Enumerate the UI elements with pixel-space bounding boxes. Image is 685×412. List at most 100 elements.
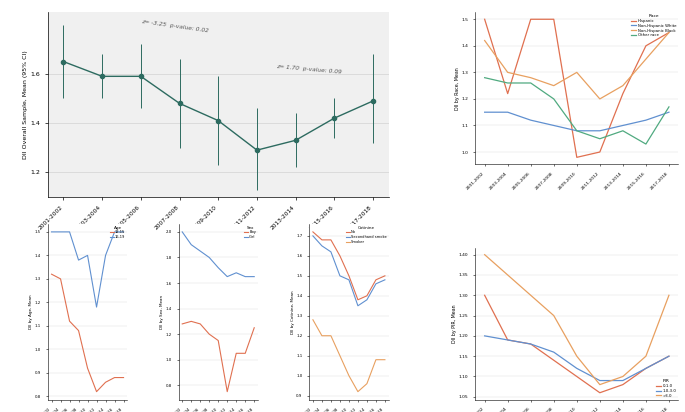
Hispanic bbox=[503, 91, 512, 96]
Non-Hispanic Black bbox=[573, 70, 581, 75]
12-15 bbox=[84, 366, 92, 371]
Line: Non-Hispanic Black: Non-Hispanic Black bbox=[485, 33, 669, 99]
Legend: 0-1.0, 1.0-3.0, >3.0: 0-1.0, 1.0-3.0, >3.0 bbox=[656, 379, 676, 398]
No bbox=[381, 273, 389, 278]
No bbox=[309, 229, 317, 234]
Hispanic bbox=[642, 43, 650, 48]
Non-Hispanic White bbox=[481, 110, 489, 115]
Smoker bbox=[372, 357, 380, 362]
Boy bbox=[214, 338, 223, 343]
Hispanic bbox=[527, 17, 535, 22]
Smoker bbox=[309, 317, 317, 322]
Line: Hispanic: Hispanic bbox=[485, 19, 669, 157]
>3.0 bbox=[503, 272, 512, 277]
Text: z= 1.70  p-value: 0.09: z= 1.70 p-value: 0.09 bbox=[276, 64, 342, 75]
Smoker bbox=[363, 381, 371, 386]
Line: No: No bbox=[313, 232, 385, 300]
Boy bbox=[250, 325, 258, 330]
12-15 bbox=[110, 375, 119, 380]
0-1.0 bbox=[573, 374, 581, 379]
Line: Smoker: Smoker bbox=[313, 320, 385, 392]
Girl bbox=[205, 255, 213, 260]
Secondhand smoke bbox=[363, 297, 371, 302]
No bbox=[318, 237, 326, 242]
Girl bbox=[241, 274, 249, 279]
12-15 bbox=[66, 319, 74, 324]
>3.0 bbox=[665, 293, 673, 298]
0-1.0 bbox=[503, 337, 512, 342]
16-19 bbox=[92, 304, 101, 309]
Boy bbox=[241, 351, 249, 356]
Non-Hispanic White bbox=[665, 110, 673, 115]
1.0-3.0 bbox=[573, 366, 581, 371]
12-15 bbox=[56, 276, 64, 281]
Non-Hispanic Black bbox=[549, 83, 558, 88]
Y-axis label: DII Overall Sample, Mean (95% CI): DII Overall Sample, Mean (95% CI) bbox=[23, 50, 27, 159]
Other race bbox=[503, 80, 512, 85]
No bbox=[372, 277, 380, 282]
Line: Other race: Other race bbox=[485, 78, 669, 144]
Y-axis label: DII by Race, Mean: DII by Race, Mean bbox=[455, 67, 460, 110]
Other race bbox=[619, 128, 627, 133]
Text: z= -3.25  p-value: 0.02: z= -3.25 p-value: 0.02 bbox=[141, 19, 209, 33]
Other race bbox=[481, 75, 489, 80]
16-19 bbox=[119, 229, 127, 234]
0-1.0 bbox=[481, 293, 489, 298]
Non-Hispanic Black bbox=[596, 96, 604, 101]
0-1.0 bbox=[596, 390, 604, 395]
Secondhand smoke bbox=[345, 277, 353, 282]
Girl bbox=[223, 274, 232, 279]
Smoker bbox=[327, 333, 335, 338]
No bbox=[345, 273, 353, 278]
Y-axis label: DII by PIR, Mean: DII by PIR, Mean bbox=[452, 304, 458, 343]
1.0-3.0 bbox=[596, 378, 604, 383]
Legend: No, Secondhand smoke, Smoker: No, Secondhand smoke, Smoker bbox=[346, 226, 387, 244]
Smoker bbox=[336, 353, 344, 358]
Non-Hispanic Black bbox=[503, 70, 512, 75]
>3.0 bbox=[642, 354, 650, 359]
Boy bbox=[187, 319, 195, 324]
No bbox=[363, 293, 371, 298]
1.0-3.0 bbox=[549, 350, 558, 355]
Secondhand smoke bbox=[309, 234, 317, 239]
Non-Hispanic Black bbox=[619, 83, 627, 88]
0-1.0 bbox=[642, 366, 650, 371]
12-15 bbox=[47, 272, 55, 276]
Secondhand smoke bbox=[381, 277, 389, 282]
Smoker bbox=[318, 333, 326, 338]
Boy bbox=[205, 332, 213, 337]
Line: Non-Hispanic White: Non-Hispanic White bbox=[485, 112, 669, 131]
Hispanic bbox=[549, 17, 558, 22]
Secondhand smoke bbox=[353, 303, 362, 308]
16-19 bbox=[56, 229, 64, 234]
0-1.0 bbox=[527, 342, 535, 346]
Line: Secondhand smoke: Secondhand smoke bbox=[313, 236, 385, 306]
Line: Boy: Boy bbox=[182, 321, 254, 392]
Line: >3.0: >3.0 bbox=[485, 255, 669, 385]
Girl bbox=[214, 265, 223, 270]
Secondhand smoke bbox=[336, 273, 344, 278]
16-19 bbox=[101, 253, 110, 258]
Smoker bbox=[353, 389, 362, 394]
Smoker bbox=[345, 373, 353, 378]
No bbox=[353, 297, 362, 302]
Y-axis label: DII by Sex, Mean: DII by Sex, Mean bbox=[160, 295, 164, 329]
Non-Hispanic White bbox=[549, 123, 558, 128]
Hispanic bbox=[665, 30, 673, 35]
Secondhand smoke bbox=[372, 281, 380, 286]
0-1.0 bbox=[619, 382, 627, 387]
Boy bbox=[232, 351, 240, 356]
12-15 bbox=[101, 380, 110, 385]
16-19 bbox=[110, 229, 119, 234]
>3.0 bbox=[619, 374, 627, 379]
16-19 bbox=[75, 258, 83, 262]
0-1.0 bbox=[549, 358, 558, 363]
16-19 bbox=[47, 229, 55, 234]
Girl bbox=[187, 242, 195, 247]
Hispanic bbox=[619, 91, 627, 96]
1.0-3.0 bbox=[665, 354, 673, 359]
1.0-3.0 bbox=[619, 378, 627, 383]
Boy bbox=[196, 321, 204, 326]
Non-Hispanic White bbox=[642, 118, 650, 123]
Non-Hispanic Black bbox=[527, 75, 535, 80]
